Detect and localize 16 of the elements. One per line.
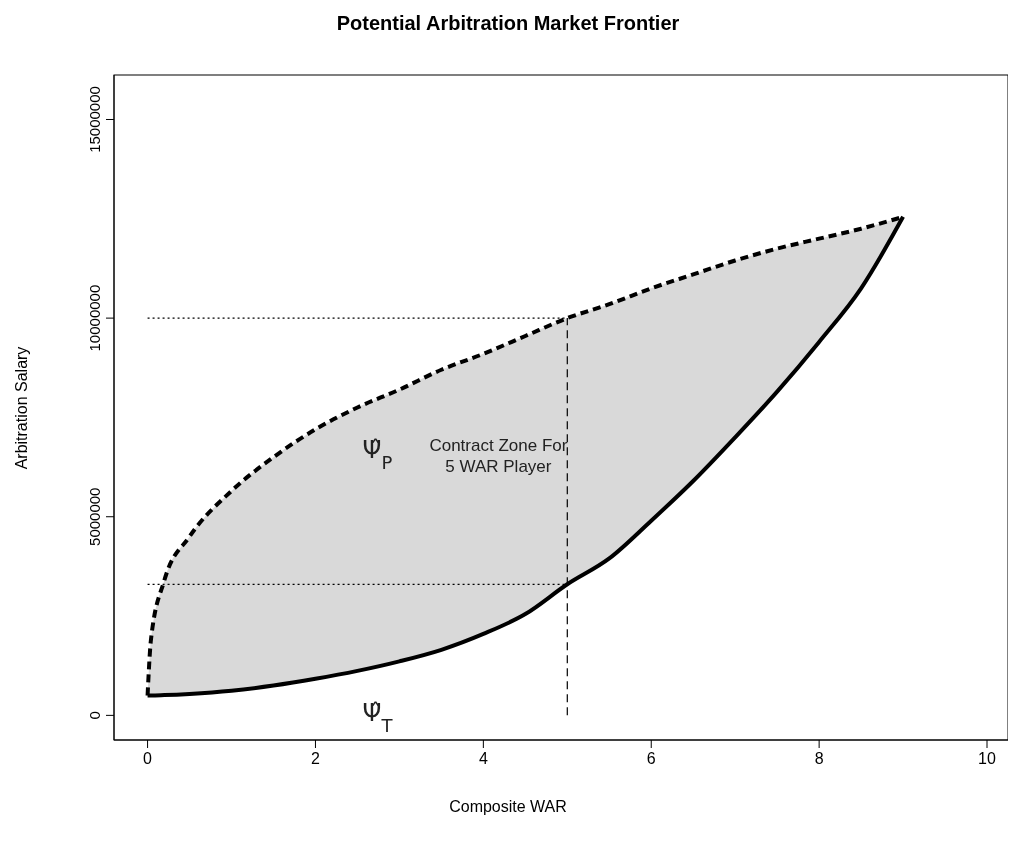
x-tick-label: 0 (143, 750, 153, 767)
x-tick-label: 6 (646, 750, 656, 767)
x-tick-label: 2 (311, 750, 321, 767)
y-tick-label: 10000000 (86, 284, 103, 352)
chart-title: Potential Arbitration Market Frontier (335, 12, 681, 35)
y-tick-label: 5000000 (86, 487, 103, 546)
y-axis-title: Arbitration Salary (13, 346, 31, 469)
x-axis-title: Composite WAR (448, 798, 568, 816)
x-tick-label: 8 (814, 750, 824, 767)
y-tick-label: 15000000 (86, 86, 103, 153)
annotation: Contract Zone For 5 WAR Player (429, 435, 568, 476)
y-tick-label: 0 (86, 711, 103, 720)
series-label: Ψ̂$_{T}$ (362, 698, 394, 736)
x-tick-label: 4 (478, 750, 488, 767)
series-label: Ψ̂$_{P}$ (362, 435, 393, 472)
x-tick-label: 10 (978, 750, 997, 767)
